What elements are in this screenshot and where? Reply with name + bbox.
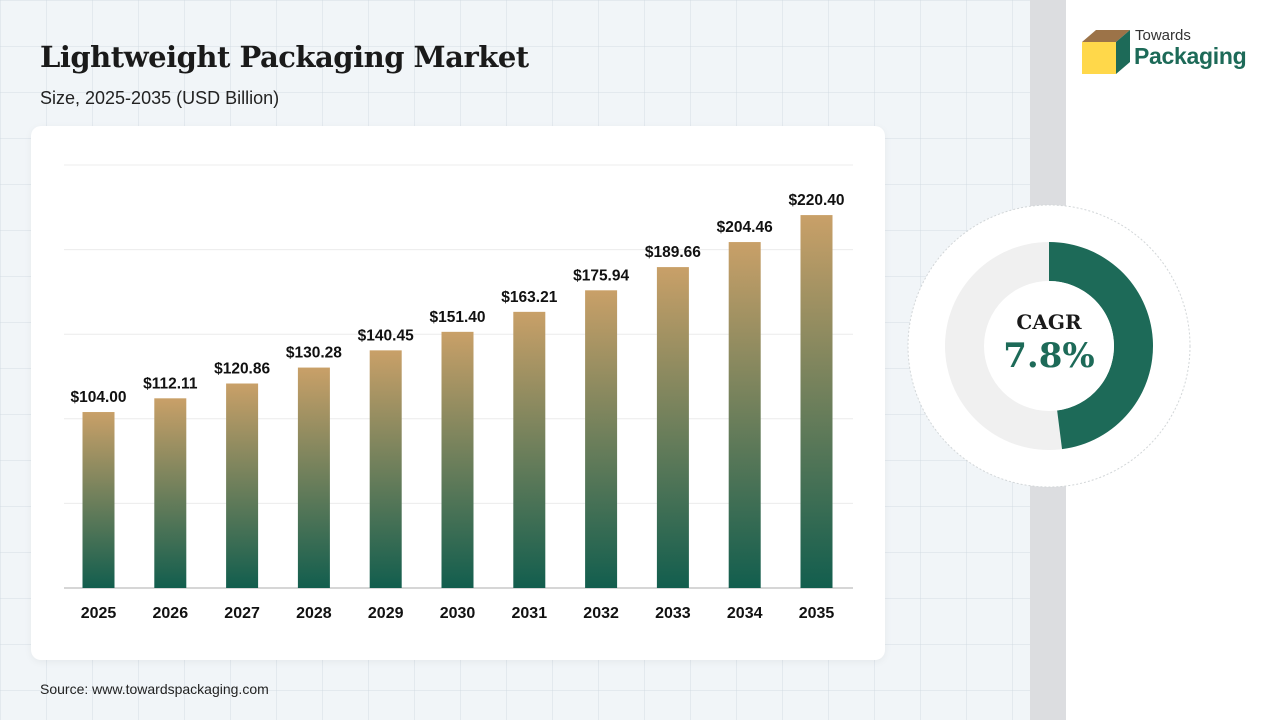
source-note: Source: www.towardspackaging.com: [40, 681, 269, 697]
value-label-2026: $112.11: [143, 375, 198, 392]
x-tick-2033: 2033: [655, 605, 691, 622]
cagr-value: 7.8%: [1003, 336, 1095, 376]
brand-line-2: Packaging: [1134, 43, 1247, 69]
x-tick-2031: 2031: [512, 605, 548, 622]
value-label-2029: $140.45: [358, 327, 414, 344]
x-tick-2029: 2029: [368, 605, 404, 622]
bar-2026: [154, 398, 187, 588]
value-label-2028: $130.28: [286, 345, 342, 362]
bar-2030: [441, 331, 474, 588]
x-tick-2025: 2025: [81, 605, 117, 622]
value-label-2034: $204.46: [717, 219, 773, 236]
chart-subtitle: Size, 2025-2035 (USD Billion): [40, 88, 280, 108]
x-tick-2030: 2030: [440, 605, 476, 622]
brand-line-1: Towards: [1135, 27, 1191, 44]
cagr-label: CAGR: [1016, 310, 1082, 334]
x-tick-2028: 2028: [296, 605, 332, 622]
cagr-donut: [907, 204, 1191, 488]
x-tick-2035: 2035: [799, 605, 835, 622]
bar-2034: [728, 242, 761, 588]
donut-hole: [984, 281, 1114, 411]
value-label-2032: $175.94: [573, 267, 629, 284]
value-label-2030: $151.40: [429, 309, 485, 326]
chart-title: Lightweight Packaging Market: [40, 40, 529, 74]
value-label-2027: $120.86: [214, 361, 270, 378]
bar-chart: $104.00 2025 $112.11 2026 $120.86 2027 $130.28…: [64, 164, 853, 622]
bar-2025: [82, 412, 115, 588]
box-icon: [1082, 30, 1130, 74]
value-label-2035: $220.40: [788, 192, 844, 209]
bar-2035: [800, 215, 833, 588]
donut-cagr-arc: [1049, 242, 1154, 450]
bar-2027: [226, 383, 259, 588]
bar-2028: [297, 367, 330, 588]
chart-card: $104.00 2025 $112.11 2026 $120.86 2027 $130.28…: [31, 126, 885, 660]
bar-2033: [656, 267, 689, 588]
x-tick-2027: 2027: [224, 605, 260, 622]
x-tick-2032: 2032: [583, 605, 619, 622]
towards-packaging-logo: [1082, 30, 1130, 74]
value-label-2031: $163.21: [501, 289, 557, 306]
bar-2032: [585, 290, 618, 588]
bar-2031: [513, 311, 546, 588]
x-tick-2034: 2034: [727, 605, 763, 622]
value-label-2033: $189.66: [645, 244, 701, 261]
bar-2029: [369, 350, 402, 588]
value-label-2025: $104.00: [70, 389, 126, 406]
x-tick-2026: 2026: [153, 605, 189, 622]
